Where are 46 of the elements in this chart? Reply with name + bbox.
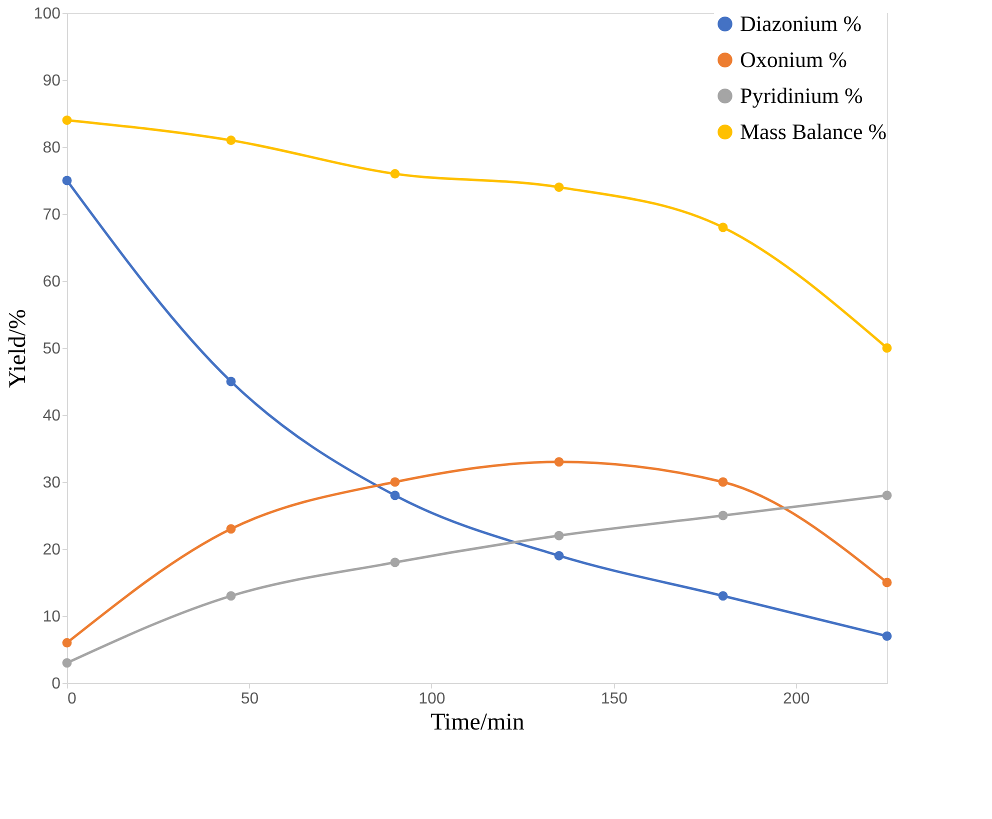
point [62, 115, 72, 125]
legend-label: Oxonium % [740, 47, 847, 72]
point [718, 591, 728, 601]
x-tick-label: 200 [783, 690, 810, 708]
y-tick-label: 10 [42, 608, 61, 626]
y-tick-label: 90 [42, 72, 61, 90]
point [718, 510, 728, 520]
point [882, 578, 892, 588]
legend-label: Mass Balance % [740, 119, 887, 144]
point [226, 376, 236, 386]
point [882, 490, 892, 500]
y-tick-label: 30 [42, 474, 61, 492]
y-tick-label: 0 [52, 676, 61, 692]
x-tick-label: 100 [418, 690, 446, 708]
point [554, 457, 564, 467]
y-tick-label: 70 [42, 206, 61, 224]
point [390, 558, 400, 568]
point [226, 591, 236, 601]
legend-label: Pyridinium % [740, 83, 863, 108]
y-tick-label: 80 [42, 140, 61, 156]
point [226, 136, 236, 146]
legend-label: Diazonium % [740, 11, 862, 36]
point [718, 477, 728, 487]
x-tick-label: 150 [600, 690, 628, 708]
point [718, 222, 728, 232]
x-tick-label: 0 [68, 690, 76, 708]
point [882, 631, 892, 641]
point [554, 182, 564, 192]
y-tick-label: 100 [34, 6, 61, 22]
x-axis-title: Time/min [430, 710, 524, 736]
y-tick-label: 50 [42, 340, 61, 358]
x-tick-label: 50 [240, 690, 259, 708]
y-axis-title: Yield/% [4, 309, 31, 388]
point [882, 343, 892, 353]
point [390, 169, 400, 179]
y-tick-label: 40 [42, 408, 61, 424]
point [62, 638, 72, 648]
point [62, 176, 72, 186]
point [62, 658, 72, 668]
point [554, 530, 564, 540]
point [554, 550, 564, 560]
point [390, 490, 400, 500]
y-tick-label: 60 [42, 274, 61, 290]
y-tick-label: 20 [42, 542, 61, 558]
point [390, 477, 400, 487]
point [226, 524, 236, 534]
